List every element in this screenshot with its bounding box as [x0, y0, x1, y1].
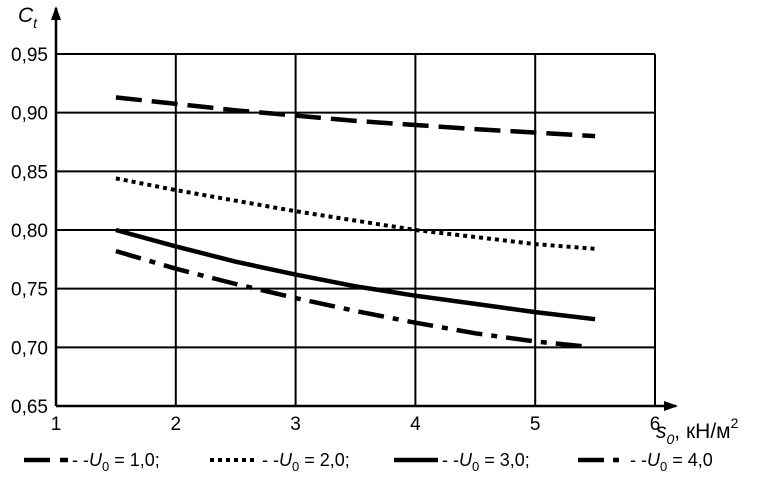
x-tick-label: 4 [410, 414, 421, 435]
x-axis-label-sup: 2 [731, 415, 739, 431]
x-axis-label: s0, кН/м2 [656, 415, 739, 447]
legend-value: = 4,0 [667, 450, 713, 470]
series-line-u4 [115, 248, 584, 349]
y-tick-label: 0,85 [11, 162, 48, 183]
legend-prefix: - - [442, 450, 459, 470]
legend-prefix: - - [262, 450, 279, 470]
y-axis-label-sub: t [33, 15, 38, 31]
legend-sub: 0 [292, 459, 299, 474]
legend-var: U [89, 450, 103, 470]
y-axis-label: Ct [18, 4, 38, 31]
legend-sub: 0 [472, 459, 479, 474]
x-axis-label-unit: , кН/м [674, 420, 730, 443]
y-tick-label: 0,75 [11, 280, 48, 301]
legend-sub: 0 [660, 459, 667, 474]
legend-prefix: - - [72, 450, 89, 470]
legend-prefix: - - [630, 450, 647, 470]
x-tick-label: 1 [51, 414, 62, 435]
legend: - -U0 = 1,0; - -U0 = 2,0; - -U0 = 3,0; - -U… [24, 450, 713, 474]
series-line-u2 [115, 176, 596, 251]
legend-entry-u3: - -U0 = 3,0; [442, 450, 530, 474]
y-tick-label: 0,95 [11, 45, 48, 66]
y-tick-label: 0,90 [11, 104, 48, 125]
grid [56, 53, 656, 407]
legend-value: = 2,0; [299, 450, 350, 470]
series-line-u1 [115, 95, 596, 139]
x-tick-label: 5 [530, 414, 541, 435]
y-tick-label: 0,65 [11, 397, 48, 418]
legend-var: U [279, 450, 293, 470]
x-axis-label-main: s [656, 420, 667, 443]
legend-entry-u2: - -U0 = 2,0; [262, 450, 350, 474]
legend-entry-u4: - -U0 = 4,0 [630, 450, 713, 474]
legend-value: = 1,0; [109, 450, 160, 470]
legend-entry-u1: - -U0 = 1,0; [72, 450, 160, 474]
legend-var: U [459, 450, 473, 470]
y-tick-label: 0,70 [11, 338, 48, 359]
series-line-u3 [115, 227, 596, 322]
x-axis-label-sub: 0 [667, 431, 675, 447]
y-tick-label: 0,80 [11, 221, 48, 242]
y-axis-label-main: C [18, 4, 34, 27]
plot-lines [115, 95, 596, 349]
x-tick-label: 2 [171, 414, 182, 435]
x-tick-label: 6 [650, 414, 661, 435]
x-tick-label: 3 [290, 414, 301, 435]
tick-labels: 1 2 3 4 5 6 0,65 0,70 0,75 0,80 0,85 0,90 0,95 [11, 45, 660, 435]
axes [51, 6, 678, 411]
legend-var: U [647, 450, 661, 470]
legend-sub: 0 [102, 459, 109, 474]
legend-value: = 3,0; [479, 450, 530, 470]
